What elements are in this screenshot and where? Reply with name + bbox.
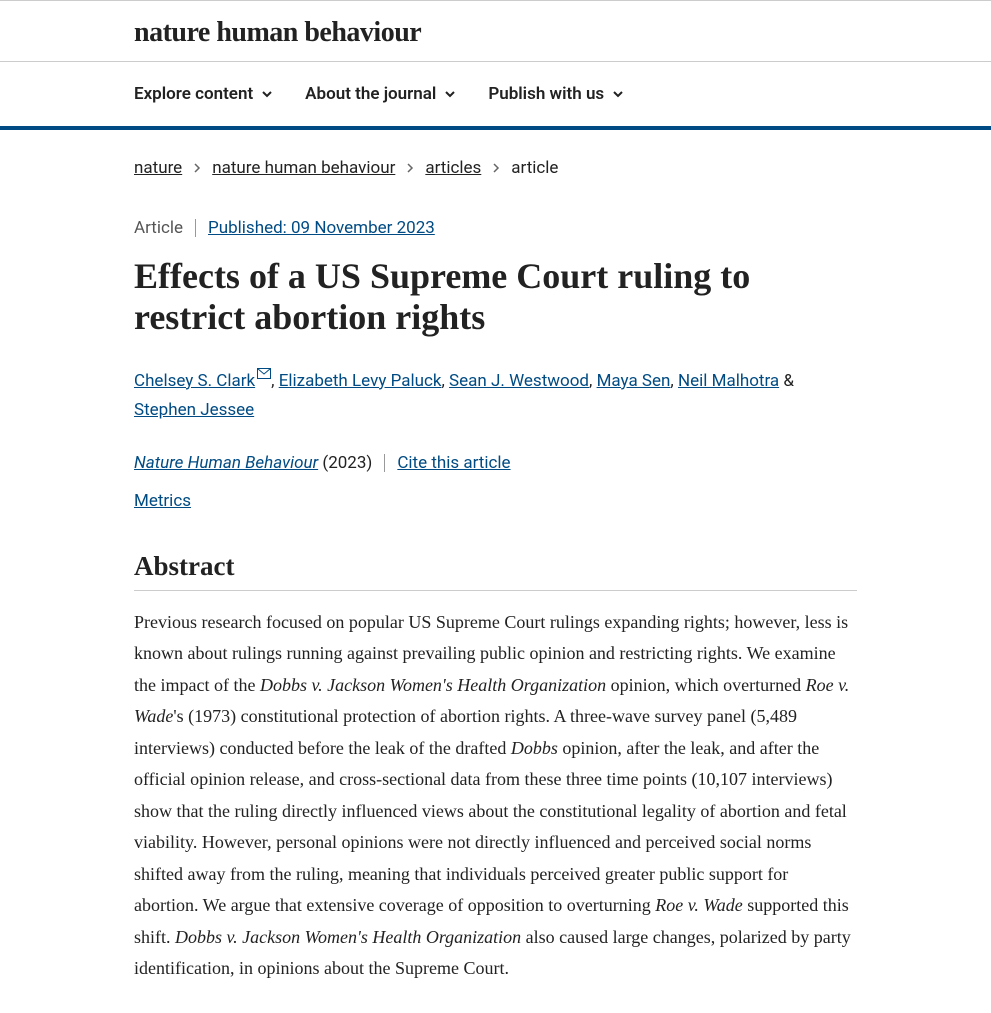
nav-bar: Explore content About the journal Publis…: [0, 62, 991, 130]
author-link[interactable]: Maya Sen: [597, 371, 671, 391]
mail-icon[interactable]: [257, 368, 271, 379]
abstract-section: Abstract Previous research focused on po…: [134, 551, 857, 985]
case-name: Dobbs: [511, 738, 558, 758]
journal-logo[interactable]: nature human behaviour: [134, 17, 857, 49]
breadcrumb-articles[interactable]: articles: [425, 158, 481, 178]
author-link[interactable]: Neil Malhotra: [678, 371, 779, 391]
abstract-span: opinion, after the leak, and after the o…: [134, 738, 847, 916]
case-name: Roe v. Wade: [655, 895, 742, 915]
abstract-heading: Abstract: [134, 551, 857, 591]
case-name: Dobbs v. Jackson Women's Health Organiza…: [175, 927, 521, 947]
author-link[interactable]: Sean J. Westwood: [449, 371, 589, 391]
author-link[interactable]: Stephen Jessee: [134, 400, 254, 420]
separator: ,: [271, 371, 279, 391]
article-title: Effects of a US Supreme Court ruling to …: [134, 256, 854, 339]
chevron-right-icon: [192, 163, 202, 173]
breadcrumb: nature nature human behaviour articles a…: [134, 158, 857, 178]
chevron-down-icon: [612, 88, 624, 100]
separator: &: [779, 371, 794, 391]
nav-explore-content[interactable]: Explore content: [134, 84, 273, 104]
meta-divider: [384, 454, 385, 472]
author-link[interactable]: Elizabeth Levy Paluck: [279, 371, 442, 391]
chevron-down-icon: [444, 88, 456, 100]
separator: ,: [441, 371, 449, 391]
chevron-right-icon: [405, 163, 415, 173]
nav-publish-with-us[interactable]: Publish with us: [488, 84, 624, 104]
article-meta: Article Published: 09 November 2023: [134, 218, 857, 238]
journal-name-link[interactable]: Nature Human Behaviour: [134, 453, 318, 473]
nav-label: Explore content: [134, 84, 253, 104]
header: nature human behaviour: [0, 1, 991, 61]
authors-list: Chelsey S. Clark, Elizabeth Levy Paluck,…: [134, 367, 857, 425]
article-type: Article: [134, 218, 183, 238]
breadcrumb-current: article: [511, 158, 558, 178]
content-area: nature nature human behaviour articles a…: [0, 130, 991, 1013]
nav-label: Publish with us: [488, 84, 604, 104]
chevron-down-icon: [261, 88, 273, 100]
author-link[interactable]: Chelsey S. Clark: [134, 371, 255, 391]
separator: ,: [670, 371, 678, 391]
case-name: Dobbs v. Jackson Women's Health Organiza…: [260, 675, 606, 695]
nav-about-journal[interactable]: About the journal: [305, 84, 456, 104]
chevron-right-icon: [491, 163, 501, 173]
separator: ,: [589, 371, 597, 391]
metrics-link[interactable]: Metrics: [134, 491, 191, 511]
meta-divider: [195, 219, 196, 237]
abstract-span: opinion, which overturned: [606, 675, 805, 695]
citation-line: Nature Human Behaviour (2023) Cite this …: [134, 453, 857, 473]
published-date[interactable]: Published: 09 November 2023: [208, 218, 435, 238]
breadcrumb-nature[interactable]: nature: [134, 158, 182, 178]
cite-article-link[interactable]: Cite this article: [397, 453, 510, 473]
breadcrumb-journal[interactable]: nature human behaviour: [212, 158, 395, 178]
nav-label: About the journal: [305, 84, 436, 104]
year-text: (2023): [322, 453, 372, 473]
abstract-text: Previous research focused on popular US …: [134, 607, 857, 985]
